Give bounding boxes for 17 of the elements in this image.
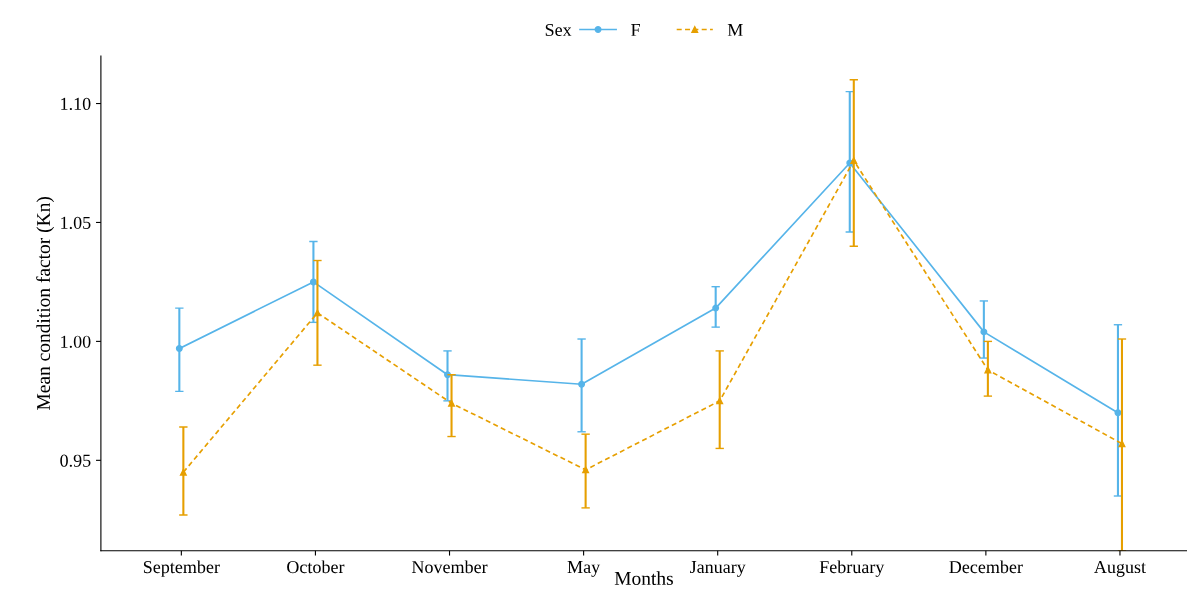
legend-label: M — [727, 24, 743, 36]
x-tick-label: August — [1094, 561, 1146, 577]
legend-label: F — [631, 24, 640, 36]
y-tick-label: 0.95 — [60, 454, 91, 467]
x-tick-label: December — [949, 560, 1023, 574]
x-tick-label: May — [567, 561, 601, 577]
x-tick-label: February — [819, 560, 885, 577]
y-tick-label: 1.05 — [61, 216, 91, 229]
y-tick-label: 1.00 — [61, 335, 91, 348]
x-tick-label: November — [411, 560, 488, 574]
x-tick-label: October — [287, 560, 345, 574]
legend-title: Sex — [545, 23, 572, 37]
x-axis-title: Months — [614, 571, 673, 585]
x-tick-label: September — [143, 560, 220, 577]
y-tick-label: 1.10 — [61, 97, 91, 111]
y-axis-title: Mean condition factor (Kn) — [36, 197, 55, 410]
x-tick-label: January — [690, 561, 746, 577]
